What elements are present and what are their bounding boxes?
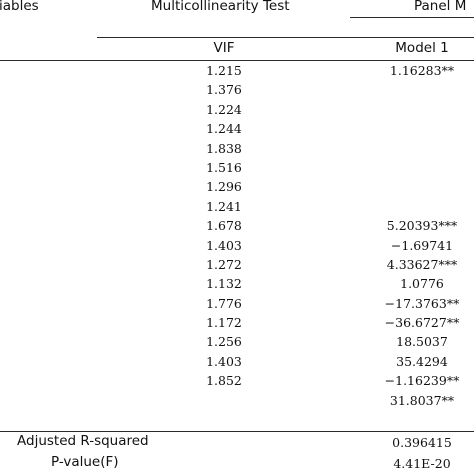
model-cell [352, 100, 474, 119]
vif-cell: 1.376 [206, 82, 242, 98]
vif-cell: 1.172 [206, 315, 242, 331]
vif-cell: 1.296 [206, 179, 242, 195]
model-cell: 18.5037 [396, 334, 448, 350]
model-cell: −36.6727** [384, 315, 460, 331]
model-cell [352, 80, 474, 99]
model-cell [352, 158, 474, 177]
p-value-label: P-value(F) [51, 454, 119, 470]
p-value-value: 4.41E-20 [393, 456, 451, 471]
model-cell [352, 119, 474, 138]
model-cell [352, 139, 474, 158]
model-1-column-header: Model 1 [395, 40, 449, 56]
vif-cell: 1.272 [206, 256, 242, 272]
vif-column: 1.215 1.376 1.224 1.244 1.838 1.516 1.296 1.241… [185, 61, 263, 391]
stats-rule [0, 431, 474, 432]
model-cell: −1.16239** [384, 373, 460, 389]
panel-header-rule [350, 17, 474, 18]
vif-cell: 1.776 [206, 295, 242, 311]
vif-cell: 1.852 [206, 373, 242, 389]
vif-cell: 1.838 [206, 140, 242, 156]
vif-cell: 1.256 [206, 334, 242, 350]
vif-cell: 1.215 [206, 63, 242, 78]
variables-header: iables [0, 0, 39, 14]
model-cell [352, 177, 474, 196]
adjusted-r-squared-value: 0.396415 [392, 435, 452, 450]
model-cell: −17.3763** [384, 295, 460, 311]
model-cell: 31.8037** [389, 392, 455, 408]
group-header-rule [97, 37, 474, 38]
model-1-column: 1.16283** 5.20393*** −1.69741 4.33627*** 1.0… [352, 61, 474, 410]
model-cell: 1.0776 [400, 276, 444, 292]
model-cell: 5.20393*** [386, 218, 458, 234]
vif-cell: 1.224 [206, 101, 242, 117]
subheader-rule [0, 60, 474, 61]
adjusted-r-squared-label: Adjusted R-squared [17, 433, 149, 449]
vif-column-header: VIF [213, 40, 235, 56]
vif-cell: 1.132 [206, 276, 242, 292]
vif-cell: 1.516 [206, 159, 242, 175]
multicollinearity-test-header: Multicollinearity Test [151, 0, 290, 14]
vif-cell: 1.403 [206, 353, 242, 369]
model-cell: 1.16283** [389, 63, 455, 78]
vif-cell: 1.403 [206, 237, 242, 253]
model-cell [352, 197, 474, 216]
model-cell: 35.4294 [396, 353, 448, 369]
model-cell: 4.33627*** [386, 256, 458, 272]
vif-cell: 1.244 [206, 121, 242, 137]
vif-cell: 1.241 [206, 198, 242, 214]
model-cell: −1.69741 [390, 237, 454, 253]
panel-model-header: Panel M [414, 0, 467, 14]
vif-cell: 1.678 [206, 218, 242, 234]
